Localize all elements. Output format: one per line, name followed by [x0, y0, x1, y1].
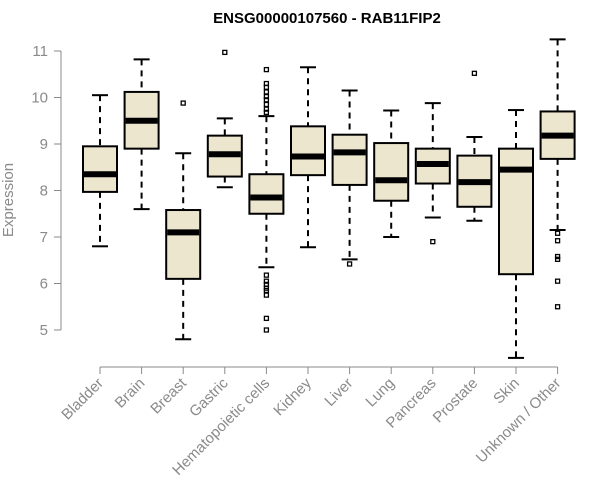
outlier-point — [471, 70, 478, 76]
iqr-box — [165, 209, 202, 280]
y-axis-label: Expression — [0, 163, 17, 237]
x-tick-label: Brain — [112, 375, 149, 412]
y-tick-label: 5 — [40, 322, 48, 339]
outlier-point — [346, 261, 353, 267]
iqr-box — [248, 173, 285, 215]
outlier-point — [263, 315, 270, 322]
x-axis — [99, 366, 559, 374]
iqr-box — [331, 133, 368, 186]
iqr-box — [82, 145, 118, 193]
box-3 — [206, 49, 243, 189]
box-9 — [456, 70, 493, 222]
x-tick-label: Breast — [147, 374, 190, 417]
iqr-box — [373, 142, 410, 202]
outlier-point — [180, 100, 186, 106]
outlier-point — [263, 66, 270, 73]
y-tick-label: 10 — [31, 90, 48, 107]
outlier-point — [263, 89, 270, 95]
y-axis: 5 6 7 8 9 10 11 — [31, 43, 62, 339]
box-4 — [248, 66, 285, 333]
box-1 — [123, 58, 160, 211]
box-11 — [539, 38, 576, 310]
y-tick-label: 8 — [40, 183, 48, 200]
outlier-point — [263, 84, 270, 90]
outlier-point — [263, 93, 270, 100]
outlier-point — [222, 49, 228, 56]
box-5 — [290, 66, 326, 249]
x-tick-label: Liver — [321, 375, 356, 410]
x-tick-label: Bladder — [58, 375, 107, 424]
y-tick-label: 7 — [40, 229, 48, 246]
outlier-point — [263, 272, 270, 278]
outlier-point — [554, 278, 561, 284]
box-7 — [373, 109, 410, 238]
outlier-point — [554, 253, 561, 260]
y-tick-label: 11 — [32, 43, 48, 60]
boxes-group — [82, 38, 576, 359]
outlier-point — [263, 327, 270, 333]
outlier-point — [263, 106, 270, 112]
chart-title: ENSG00000107560 - RAB11FIP2 — [213, 10, 441, 27]
x-tick-label: Prostate — [430, 375, 482, 427]
iqr-box — [290, 125, 326, 177]
box-10 — [498, 109, 534, 359]
x-tick-label: Skin — [490, 375, 523, 408]
box-8 — [414, 102, 451, 245]
outlier-point — [430, 238, 436, 245]
y-tick-label: 9 — [40, 136, 48, 153]
outlier-point — [263, 101, 270, 108]
outlier-point — [554, 238, 561, 244]
outlier-point — [554, 256, 561, 262]
outlier-point — [263, 278, 270, 284]
box-6 — [331, 89, 368, 267]
outlier-point — [554, 304, 561, 310]
outlier-point — [263, 97, 270, 103]
x-tick-label: Lung — [362, 375, 398, 411]
x-tick-label: Kidney — [270, 374, 315, 419]
outlier-point — [554, 230, 561, 236]
outlier-point — [263, 109, 270, 116]
box-0 — [82, 94, 118, 248]
box-2 — [165, 100, 202, 341]
y-tick-label: 6 — [40, 276, 48, 293]
outlier-point — [263, 292, 270, 298]
